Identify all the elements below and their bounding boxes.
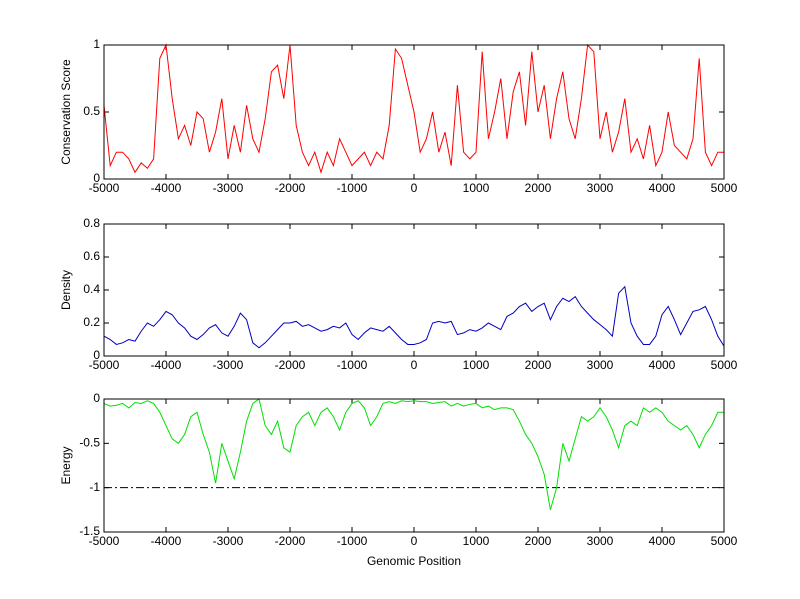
- x-tick-label: -4000: [151, 181, 182, 195]
- x-tick-label: -5000: [89, 358, 120, 372]
- y-tick-label: -1: [89, 480, 100, 494]
- y-tick-label: 0.2: [83, 315, 100, 329]
- x-tick-label: 3000: [587, 181, 614, 195]
- x-tick-label: 5000: [711, 358, 738, 372]
- axes-box: [103, 44, 725, 180]
- axes-box: [103, 223, 725, 357]
- y-tick-label: 0.6: [83, 249, 100, 263]
- x-tick-label: 4000: [649, 534, 676, 548]
- y-tick-label: 0: [93, 171, 100, 185]
- y-tick-label: -1.5: [79, 524, 100, 538]
- x-tick-label: -5000: [89, 534, 120, 548]
- x-tick-label: -4000: [151, 358, 182, 372]
- x-tick-label: 2000: [525, 534, 552, 548]
- x-tick-label: -3000: [213, 534, 244, 548]
- x-tick-label: -5000: [89, 181, 120, 195]
- x-tick-label: 5000: [711, 534, 738, 548]
- x-tick-label: 1000: [463, 358, 490, 372]
- y-axis-label: Density: [59, 270, 73, 310]
- y-tick-label: 1: [93, 37, 100, 51]
- x-tick-label: 3000: [587, 358, 614, 372]
- x-tick-label: -1000: [337, 534, 368, 548]
- x-tick-label: 3000: [587, 534, 614, 548]
- y-tick-label: 0.4: [83, 282, 100, 296]
- y-tick-label: 0: [93, 348, 100, 362]
- x-tick-label: 1000: [463, 181, 490, 195]
- x-tick-label: 0: [411, 358, 418, 372]
- x-tick-label: 0: [411, 181, 418, 195]
- y-tick-label: 0.8: [83, 216, 100, 230]
- x-tick-label: -2000: [275, 181, 306, 195]
- x-tick-label: 0: [411, 534, 418, 548]
- x-tick-label: 4000: [649, 358, 676, 372]
- x-tick-label: 5000: [711, 181, 738, 195]
- x-tick-label: -2000: [275, 358, 306, 372]
- x-tick-label: 2000: [525, 181, 552, 195]
- x-tick-label: -1000: [337, 181, 368, 195]
- x-tick-label: 2000: [525, 358, 552, 372]
- x-tick-label: -2000: [275, 534, 306, 548]
- x-tick-label: -4000: [151, 534, 182, 548]
- y-tick-label: -0.5: [79, 436, 100, 450]
- y-tick-label: 0.5: [83, 104, 100, 118]
- x-axis-label: Genomic Position: [367, 554, 461, 568]
- x-tick-label: 1000: [463, 534, 490, 548]
- data-line: [103, 398, 724, 510]
- y-tick-label: 0: [93, 391, 100, 405]
- x-tick-label: -1000: [337, 358, 368, 372]
- y-axis-label: Conservation Score: [59, 59, 73, 165]
- y-axis-label: Energy: [59, 446, 73, 484]
- x-tick-label: -3000: [213, 358, 244, 372]
- x-tick-label: -3000: [213, 181, 244, 195]
- data-line: [103, 285, 725, 349]
- data-line: [103, 43, 724, 174]
- x-tick-label: 4000: [649, 181, 676, 195]
- axes-box: [103, 398, 725, 533]
- plot-area: [104, 399, 724, 532]
- plot-area: [104, 224, 724, 356]
